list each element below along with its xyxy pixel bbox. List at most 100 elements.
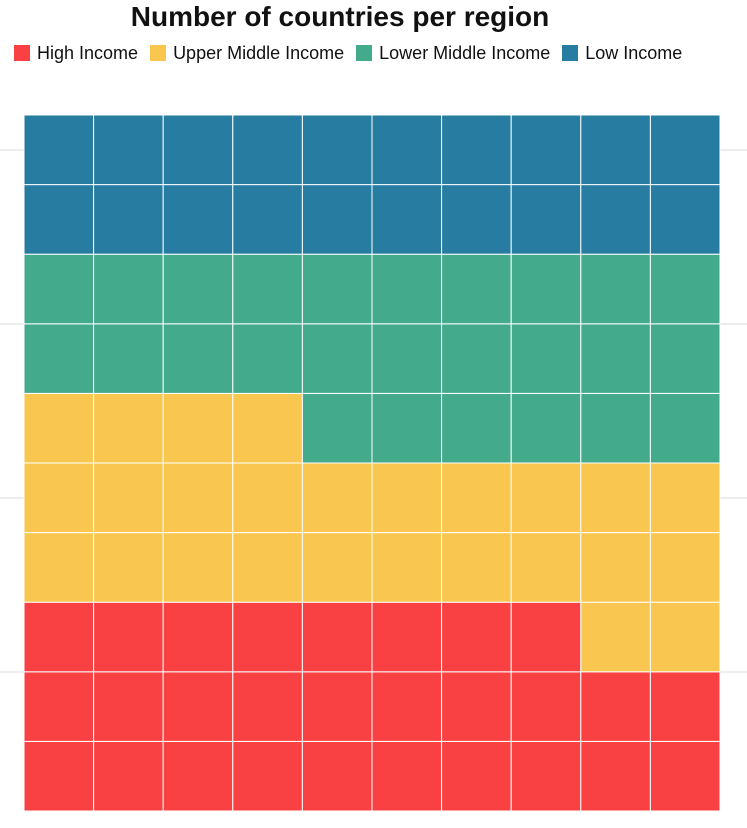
waffle-cell-upper-middle-income-40[interactable] (649, 532, 721, 603)
legend-item-lower-middle-income[interactable]: Lower Middle Income (356, 42, 550, 64)
waffle-cell-lower-middle-income-66[interactable] (371, 323, 443, 394)
waffle-cell-low-income-100[interactable] (649, 114, 721, 186)
waffle-cell-lower-middle-income-57[interactable] (441, 392, 512, 464)
waffle-cell-low-income-90[interactable] (649, 184, 721, 255)
waffle-cell-high-income-26[interactable] (371, 601, 443, 673)
legend-item-high-income[interactable]: High Income (14, 42, 138, 64)
waffle-cell-lower-middle-income-72[interactable] (93, 253, 164, 325)
waffle-cell-upper-middle-income-39[interactable] (580, 532, 651, 603)
waffle-cell-high-income-8[interactable] (510, 740, 582, 812)
waffle-cell-low-income-87[interactable] (441, 184, 512, 255)
waffle-cell-upper-middle-income-53[interactable] (162, 392, 234, 464)
waffle-cell-upper-middle-income-47[interactable] (441, 462, 512, 534)
legend-item-low-income[interactable]: Low Income (562, 42, 682, 64)
waffle-cell-upper-middle-income-54[interactable] (232, 392, 303, 464)
waffle-cell-high-income-10[interactable] (649, 740, 721, 812)
waffle-cell-low-income-81[interactable] (23, 184, 95, 255)
waffle-cell-upper-middle-income-38[interactable] (510, 532, 582, 603)
waffle-cell-high-income-5[interactable] (301, 740, 373, 812)
waffle-cell-lower-middle-income-74[interactable] (232, 253, 303, 325)
waffle-cell-low-income-94[interactable] (232, 114, 303, 186)
waffle-cell-upper-middle-income-29[interactable] (580, 601, 651, 673)
waffle-cell-lower-middle-income-79[interactable] (580, 253, 651, 325)
waffle-cell-lower-middle-income-58[interactable] (510, 392, 582, 464)
waffle-cell-high-income-28[interactable] (510, 601, 582, 673)
waffle-cell-high-income-18[interactable] (510, 671, 582, 742)
waffle-cell-low-income-84[interactable] (232, 184, 303, 255)
waffle-cell-high-income-22[interactable] (93, 601, 164, 673)
waffle-cell-upper-middle-income-50[interactable] (649, 462, 721, 534)
waffle-cell-lower-middle-income-64[interactable] (232, 323, 303, 394)
waffle-cell-high-income-24[interactable] (232, 601, 303, 673)
waffle-cell-upper-middle-income-30[interactable] (649, 601, 721, 673)
waffle-cell-upper-middle-income-51[interactable] (23, 392, 95, 464)
waffle-cell-upper-middle-income-43[interactable] (162, 462, 234, 534)
waffle-cell-lower-middle-income-59[interactable] (580, 392, 651, 464)
waffle-cell-low-income-91[interactable] (23, 114, 95, 186)
waffle-cell-high-income-9[interactable] (580, 740, 651, 812)
waffle-cell-high-income-27[interactable] (441, 601, 512, 673)
waffle-cell-high-income-6[interactable] (371, 740, 443, 812)
waffle-cell-upper-middle-income-48[interactable] (510, 462, 582, 534)
waffle-cell-low-income-97[interactable] (441, 114, 512, 186)
waffle-cell-lower-middle-income-55[interactable] (301, 392, 373, 464)
waffle-cell-high-income-13[interactable] (162, 671, 234, 742)
waffle-cell-low-income-83[interactable] (162, 184, 234, 255)
waffle-cell-low-income-99[interactable] (580, 114, 651, 186)
waffle-cell-low-income-89[interactable] (580, 184, 651, 255)
waffle-cell-low-income-88[interactable] (510, 184, 582, 255)
waffle-cell-upper-middle-income-31[interactable] (23, 532, 95, 603)
waffle-cell-high-income-25[interactable] (301, 601, 373, 673)
waffle-cell-low-income-82[interactable] (93, 184, 164, 255)
waffle-cell-upper-middle-income-33[interactable] (162, 532, 234, 603)
waffle-cell-upper-middle-income-42[interactable] (93, 462, 164, 534)
waffle-cell-high-income-7[interactable] (441, 740, 512, 812)
waffle-cell-high-income-14[interactable] (232, 671, 303, 742)
waffle-cell-lower-middle-income-65[interactable] (301, 323, 373, 394)
waffle-cell-low-income-86[interactable] (371, 184, 443, 255)
waffle-cell-high-income-3[interactable] (162, 740, 234, 812)
waffle-cell-high-income-21[interactable] (23, 601, 95, 673)
waffle-cell-high-income-23[interactable] (162, 601, 234, 673)
waffle-cell-upper-middle-income-35[interactable] (301, 532, 373, 603)
waffle-cell-lower-middle-income-60[interactable] (649, 392, 721, 464)
legend-item-upper-middle-income[interactable]: Upper Middle Income (150, 42, 344, 64)
waffle-cell-upper-middle-income-32[interactable] (93, 532, 164, 603)
waffle-cell-lower-middle-income-62[interactable] (93, 323, 164, 394)
waffle-cell-high-income-15[interactable] (301, 671, 373, 742)
waffle-cell-lower-middle-income-77[interactable] (441, 253, 512, 325)
waffle-cell-high-income-17[interactable] (441, 671, 512, 742)
waffle-cell-low-income-96[interactable] (371, 114, 443, 186)
waffle-cell-upper-middle-income-37[interactable] (441, 532, 512, 603)
waffle-cell-lower-middle-income-63[interactable] (162, 323, 234, 394)
waffle-cell-high-income-2[interactable] (93, 740, 164, 812)
waffle-cell-high-income-20[interactable] (649, 671, 721, 742)
waffle-cell-lower-middle-income-68[interactable] (510, 323, 582, 394)
waffle-cell-upper-middle-income-36[interactable] (371, 532, 443, 603)
waffle-cell-high-income-4[interactable] (232, 740, 303, 812)
waffle-cell-upper-middle-income-34[interactable] (232, 532, 303, 603)
waffle-cell-low-income-92[interactable] (93, 114, 164, 186)
waffle-cell-upper-middle-income-46[interactable] (371, 462, 443, 534)
waffle-cell-high-income-1[interactable] (23, 740, 95, 812)
waffle-cell-low-income-93[interactable] (162, 114, 234, 186)
waffle-cell-lower-middle-income-80[interactable] (649, 253, 721, 325)
waffle-cell-lower-middle-income-78[interactable] (510, 253, 582, 325)
waffle-cell-lower-middle-income-61[interactable] (23, 323, 95, 394)
waffle-cell-high-income-12[interactable] (93, 671, 164, 742)
waffle-cell-low-income-98[interactable] (510, 114, 582, 186)
waffle-cell-high-income-11[interactable] (23, 671, 95, 742)
waffle-cell-lower-middle-income-76[interactable] (371, 253, 443, 325)
waffle-cell-upper-middle-income-52[interactable] (93, 392, 164, 464)
waffle-cell-upper-middle-income-44[interactable] (232, 462, 303, 534)
waffle-cell-high-income-16[interactable] (371, 671, 443, 742)
waffle-cell-upper-middle-income-45[interactable] (301, 462, 373, 534)
waffle-cell-low-income-95[interactable] (301, 114, 373, 186)
waffle-cell-lower-middle-income-67[interactable] (441, 323, 512, 394)
waffle-cell-lower-middle-income-69[interactable] (580, 323, 651, 394)
waffle-cell-low-income-85[interactable] (301, 184, 373, 255)
waffle-cell-upper-middle-income-41[interactable] (23, 462, 95, 534)
waffle-cell-lower-middle-income-71[interactable] (23, 253, 95, 325)
waffle-cell-upper-middle-income-49[interactable] (580, 462, 651, 534)
waffle-cell-lower-middle-income-56[interactable] (371, 392, 443, 464)
